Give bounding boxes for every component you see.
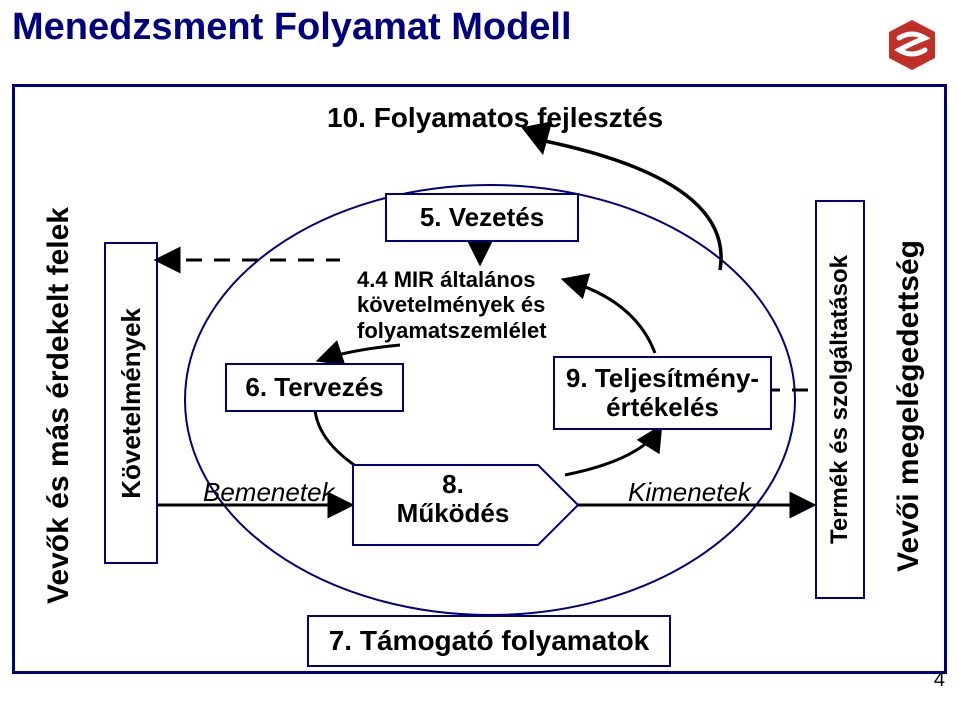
page-title: Menedzsment Folyamat Modell <box>12 6 572 49</box>
satisfaction-text: Vevői megelégedettség <box>892 240 926 572</box>
leadership-box: 5. Vezetés <box>385 193 579 242</box>
products-box: Termék és szolgáltatások <box>815 200 865 599</box>
products-text: Termék és szolgáltatások <box>826 255 854 544</box>
inputs-label: Bemenetek <box>203 477 335 508</box>
logo <box>885 18 939 72</box>
stakeholders-text: Vevők és más érdekelt felek <box>42 207 76 604</box>
mir-label: 4.4 MIR általános követelmények és folya… <box>357 267 547 343</box>
continuous-improvement-label: 10. Folyamatos fejlesztés <box>327 102 663 134</box>
leadership-text: 5. Vezetés <box>420 202 544 233</box>
operation-label: 8. Működés <box>353 470 553 527</box>
planning-box: 6. Tervezés <box>225 363 404 412</box>
stakeholders-block: Vevők és más érdekelt felek <box>30 153 88 658</box>
planning-text: 6. Tervezés <box>245 372 383 403</box>
support-text: 7. Támogató folyamatok <box>329 625 650 657</box>
requirements-text: Követelmények <box>116 308 147 499</box>
satisfaction-block: Vevői megelégedettség <box>880 153 938 658</box>
title-text: Menedzsment Folyamat Modell <box>12 6 572 48</box>
page-number: 4 <box>934 669 945 692</box>
support-box: 7. Támogató folyamatok <box>307 615 671 667</box>
performance-box: 9. Teljesítmény- értékelés <box>553 356 772 430</box>
performance-text: 9. Teljesítmény- értékelés <box>566 364 759 421</box>
requirements-box: Követelmények <box>104 242 158 564</box>
outputs-label: Kimenetek <box>628 477 751 508</box>
